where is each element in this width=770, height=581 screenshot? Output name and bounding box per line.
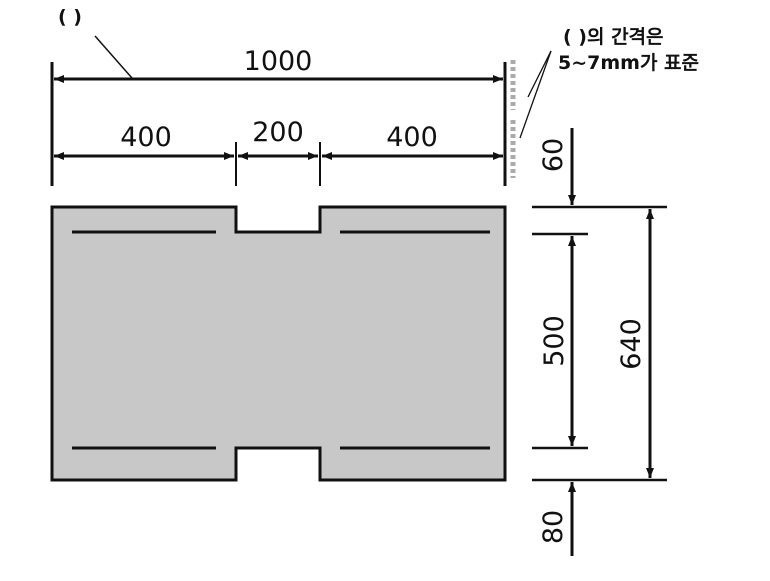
- dim-inner-label: 500: [539, 315, 570, 367]
- top-blank-label: ( ): [58, 6, 82, 28]
- note-leader-2: [519, 50, 552, 139]
- top-leader-line: [94, 35, 133, 79]
- note-line-1: ( )의 간격은: [563, 26, 664, 48]
- dim-total-height-label: 640: [616, 318, 647, 370]
- section-shape: [50, 205, 507, 482]
- dim-mid-label: 200: [252, 117, 304, 148]
- dim-total-width-label: 1000: [244, 46, 313, 77]
- dim-left-label: 400: [120, 122, 172, 153]
- dim-bottom-margin-label: 80: [538, 510, 569, 544]
- note-line-2: 5~7mm가 표준: [558, 52, 699, 74]
- note-leader-1: [527, 50, 552, 98]
- dim-top-margin-label: 60: [538, 138, 569, 172]
- dim-right-label: 400: [386, 122, 438, 153]
